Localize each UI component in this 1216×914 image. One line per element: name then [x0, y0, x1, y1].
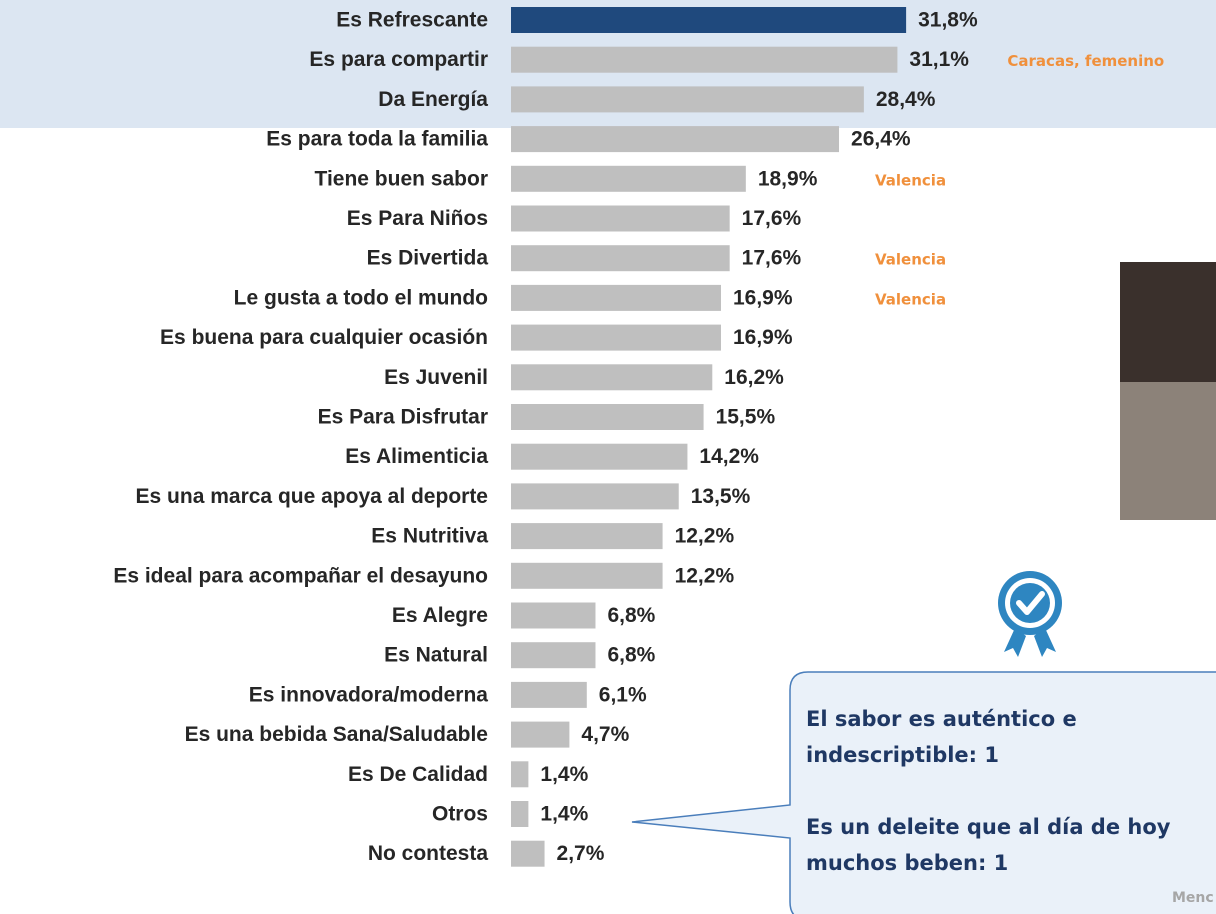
value-label: 14,2% — [699, 445, 759, 468]
category-label: Da Energía — [378, 88, 488, 111]
value-label: 15,5% — [716, 406, 776, 429]
bar — [511, 444, 687, 470]
value-label: 4,7% — [581, 723, 629, 746]
category-label: Es una marca que apoya al deporte — [136, 485, 488, 508]
bar — [511, 325, 721, 351]
bar — [511, 285, 721, 311]
value-label: 1,4% — [540, 763, 588, 786]
value-label: 18,9% — [758, 167, 818, 190]
bar — [511, 841, 545, 867]
category-label: Es Refrescante — [336, 9, 488, 32]
category-label: Es Divertida — [367, 247, 489, 270]
category-label: Es ideal para acompañar el desayuno — [113, 564, 488, 587]
category-label: Es De Calidad — [348, 763, 488, 786]
callout-text: El sabor es auténtico e — [806, 707, 1077, 731]
value-label: 12,2% — [675, 525, 735, 548]
category-label: Es para toda la familia — [266, 128, 488, 151]
value-label: 16,9% — [733, 326, 793, 349]
callout-text: indescriptible: 1 — [806, 743, 999, 767]
category-label: Es Juvenil — [384, 366, 488, 389]
callout-text: Es un deleite que al día de hoy — [806, 815, 1171, 839]
bar — [511, 563, 663, 589]
bar — [511, 682, 587, 708]
note: Valencia — [875, 251, 946, 269]
callout-text: muchos beben: 1 — [806, 851, 1008, 875]
bar — [511, 364, 712, 390]
category-label: Es Para Niños — [347, 207, 488, 230]
value-label: 6,1% — [599, 683, 647, 706]
bar — [511, 761, 528, 787]
category-label: Otros — [432, 803, 488, 826]
value-label: 6,8% — [607, 644, 655, 667]
bar — [511, 483, 679, 509]
value-label: 16,2% — [724, 366, 784, 389]
badge-icon — [998, 571, 1062, 657]
value-label: 17,6% — [742, 207, 802, 230]
chart: Es Refrescante 31,8% Es para compartir 31,1… — [0, 0, 1216, 914]
category-label: No contesta — [368, 842, 489, 865]
note: Valencia — [875, 290, 946, 308]
value-label: 2,7% — [557, 842, 605, 865]
category-label: Le gusta a todo el mundo — [234, 286, 488, 309]
bar — [511, 47, 897, 73]
value-label: 28,4% — [876, 88, 936, 111]
value-label: 31,1% — [909, 48, 969, 71]
bar — [511, 86, 864, 112]
value-label: 17,6% — [742, 247, 802, 270]
value-label: 13,5% — [691, 485, 751, 508]
category-label: Es una bebida Sana/Saludable — [185, 723, 488, 746]
bar — [511, 126, 839, 152]
value-label: 16,9% — [733, 286, 793, 309]
note: Valencia — [875, 171, 946, 189]
note: Caracas, femenino — [1007, 52, 1164, 70]
category-label: Es buena para cualquier ocasión — [160, 326, 488, 349]
bar — [511, 801, 528, 827]
category-label: Es Para Disfrutar — [318, 406, 488, 429]
bar — [511, 206, 730, 232]
bar — [511, 166, 746, 192]
value-label: 31,8% — [918, 9, 978, 32]
bar — [511, 404, 704, 430]
category-label: Es Natural — [384, 644, 488, 667]
photo-dark — [1120, 262, 1216, 382]
category-label: Es Alegre — [392, 604, 488, 627]
value-label: 12,2% — [675, 564, 735, 587]
category-label: Es innovadora/moderna — [249, 683, 489, 706]
category-label: Es Alimenticia — [345, 445, 488, 468]
bar — [511, 722, 569, 748]
category-label: Es Nutritiva — [371, 525, 488, 548]
value-label: 6,8% — [607, 604, 655, 627]
bar — [511, 7, 906, 33]
bar — [511, 642, 595, 668]
value-label: 26,4% — [851, 128, 911, 151]
value-label: 1,4% — [540, 803, 588, 826]
category-label: Es para compartir — [309, 48, 488, 71]
footnote: Menc — [1172, 890, 1214, 906]
bar — [511, 523, 663, 549]
category-label: Tiene buen sabor — [315, 167, 489, 190]
bar — [511, 603, 595, 629]
bar — [511, 245, 730, 271]
